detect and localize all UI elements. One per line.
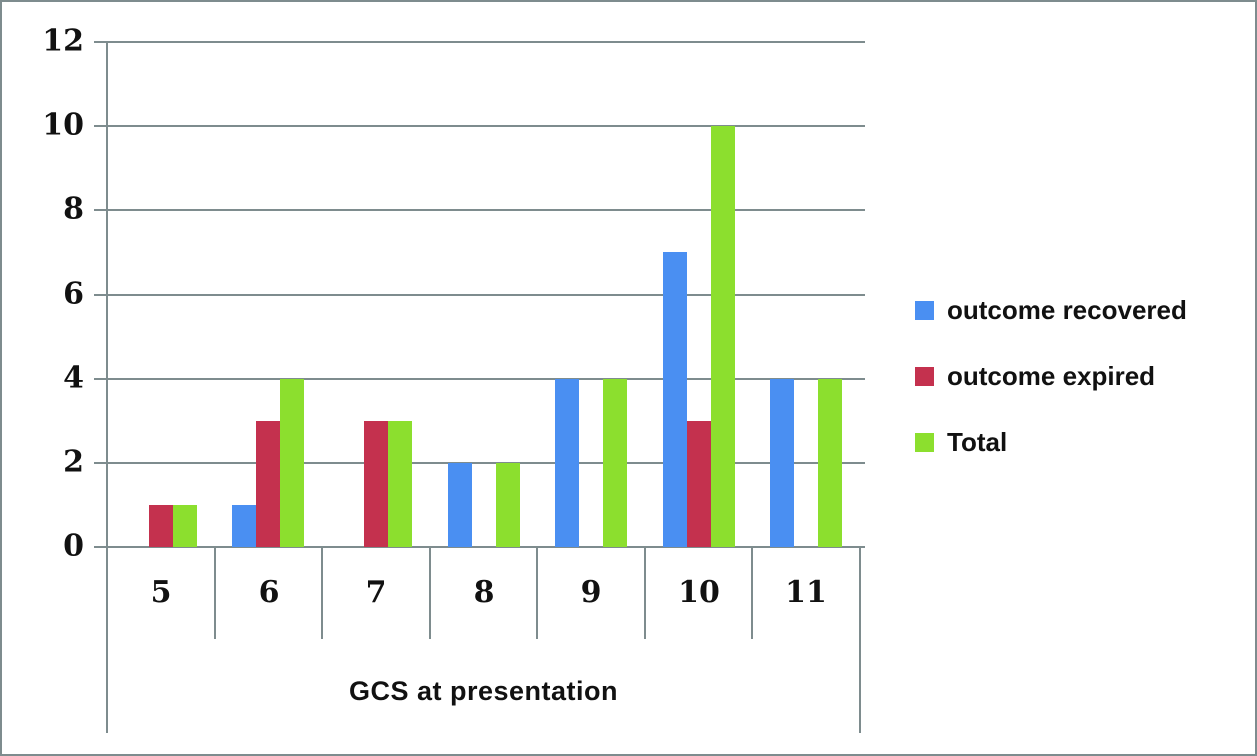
bar-Total-gcs7 [388,421,412,547]
category-divider [536,547,538,639]
x-category-label-7: 7 [365,574,387,610]
gridline-y10 [107,125,865,127]
x-category-label-10: 10 [678,574,720,610]
x-category-label-5: 5 [150,574,172,610]
legend-label: outcome recovered [947,295,1187,325]
gridline-y0 [107,546,865,548]
bar-Total-gcs6 [280,379,304,547]
x-axis-title: GCS at presentation [348,675,619,706]
bar-outcome-expired-gcs5 [149,505,173,547]
y-tick-label-4: 4 [63,360,84,396]
x-axis-right-border [859,547,861,733]
bar-Total-gcs8 [496,463,520,547]
legend-swatch-icon [915,366,934,386]
gridline-y6 [107,294,865,296]
x-category-label-9: 9 [580,574,602,610]
legend-swatch-icon [915,432,934,452]
x-category-label-6: 6 [258,574,280,610]
bar-outcome-recovered-gcs6 [232,505,256,547]
y-axis-tick-4 [94,378,107,380]
legend-item-outcome-expired: outcome expired [915,363,1187,389]
gridline-y4 [107,378,865,380]
y-axis-tick-6 [94,294,107,296]
bar-outcome-expired-gcs6 [256,421,280,547]
category-divider [751,547,753,639]
y-axis-tick-0 [94,546,107,548]
legend: outcome recovered outcome expired Total [915,297,1187,455]
bar-Total-gcs9 [603,379,627,547]
x-category-label-11: 11 [785,574,827,610]
legend-swatch-icon [915,300,934,320]
category-divider [644,547,646,639]
y-axis-tick-10 [94,125,107,127]
category-divider [321,547,323,639]
bar-outcome-recovered-gcs10 [663,252,687,547]
gridline-y12 [107,41,865,43]
legend-label: outcome expired [947,361,1156,391]
gridline-y8 [107,209,865,211]
y-tick-label-0: 0 [63,528,84,564]
y-axis-tick-12 [94,41,107,43]
y-tick-label-8: 8 [63,191,84,227]
gridline-y2 [107,462,865,464]
legend-item-outcome-recovered: outcome recovered [915,297,1187,323]
bar-outcome-expired-gcs7 [364,421,388,547]
y-tick-label-6: 6 [63,276,84,312]
bar-Total-gcs5 [173,505,197,547]
y-tick-label-12: 12 [42,23,84,59]
legend-item-Total: Total [915,429,1187,455]
bar-Total-gcs11 [818,379,842,547]
y-tick-label-2: 2 [63,444,84,480]
bar-outcome-recovered-gcs11 [770,379,794,547]
category-divider [214,547,216,639]
bar-outcome-recovered-gcs8 [448,463,472,547]
x-category-label-8: 8 [473,574,495,610]
category-divider [429,547,431,639]
bar-Total-gcs10 [711,126,735,547]
y-axis-tick-8 [94,209,107,211]
y-axis-line [106,42,108,733]
y-axis-tick-2 [94,462,107,464]
bar-outcome-recovered-gcs9 [555,379,579,547]
bar-outcome-expired-gcs10 [687,421,711,547]
legend-label: Total [947,427,1008,457]
y-tick-label-10: 10 [42,107,84,143]
